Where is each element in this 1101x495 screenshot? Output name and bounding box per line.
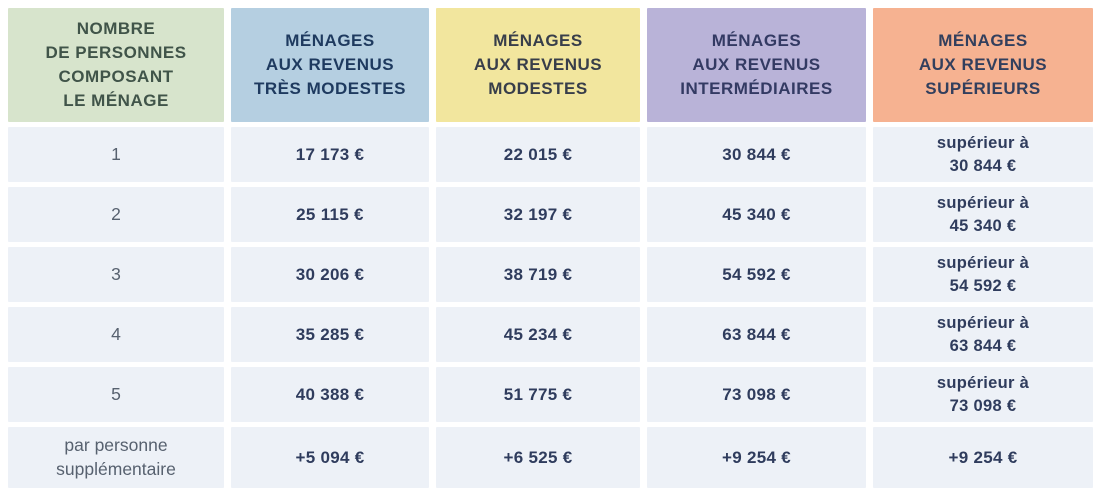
cell-intermediaires-additional: +9 254 € xyxy=(647,427,866,488)
cell-intermediaires-4: 63 844 € xyxy=(647,307,866,362)
row-label-5-persons: 5 xyxy=(8,367,224,422)
row-label-2-persons: 2 xyxy=(8,187,224,242)
cell-superieurs-5: supérieur à 73 098 € xyxy=(873,367,1093,422)
cell-tres-modestes-3: 30 206 € xyxy=(231,247,429,302)
header-cell-household-size: NOMBRE DE PERSONNES COMPOSANT LE MÉNAGE xyxy=(8,8,224,122)
cell-tres-modestes-4: 35 285 € xyxy=(231,307,429,362)
row-label-3-persons: 3 xyxy=(8,247,224,302)
cell-intermediaires-1: 30 844 € xyxy=(647,127,866,182)
cell-modestes-3: 38 719 € xyxy=(436,247,640,302)
row-label-4-persons: 4 xyxy=(8,307,224,362)
cell-superieurs-2: supérieur à 45 340 € xyxy=(873,187,1093,242)
cell-modestes-4: 45 234 € xyxy=(436,307,640,362)
cell-modestes-1: 22 015 € xyxy=(436,127,640,182)
cell-intermediaires-3: 54 592 € xyxy=(647,247,866,302)
cell-superieurs-4: supérieur à 63 844 € xyxy=(873,307,1093,362)
cell-intermediaires-5: 73 098 € xyxy=(647,367,866,422)
cell-modestes-5: 51 775 € xyxy=(436,367,640,422)
cell-modestes-2: 32 197 € xyxy=(436,187,640,242)
header-cell-revenus-superieurs: MÉNAGES AUX REVENUS SUPÉRIEURS xyxy=(873,8,1093,122)
cell-superieurs-3: supérieur à 54 592 € xyxy=(873,247,1093,302)
cell-tres-modestes-2: 25 115 € xyxy=(231,187,429,242)
cell-tres-modestes-1: 17 173 € xyxy=(231,127,429,182)
row-label-additional-person: par personne supplémentaire xyxy=(8,427,224,488)
header-cell-revenus-tres-modestes: MÉNAGES AUX REVENUS TRÈS MODESTES xyxy=(231,8,429,122)
cell-superieurs-additional: +9 254 € xyxy=(873,427,1093,488)
cell-tres-modestes-additional: +5 094 € xyxy=(231,427,429,488)
cell-tres-modestes-5: 40 388 € xyxy=(231,367,429,422)
cell-intermediaires-2: 45 340 € xyxy=(647,187,866,242)
cell-modestes-additional: +6 525 € xyxy=(436,427,640,488)
row-label-1-person: 1 xyxy=(8,127,224,182)
header-cell-revenus-modestes: MÉNAGES AUX REVENUS MODESTES xyxy=(436,8,640,122)
header-cell-revenus-intermediaires: MÉNAGES AUX REVENUS INTERMÉDIAIRES xyxy=(647,8,866,122)
cell-superieurs-1: supérieur à 30 844 € xyxy=(873,127,1093,182)
